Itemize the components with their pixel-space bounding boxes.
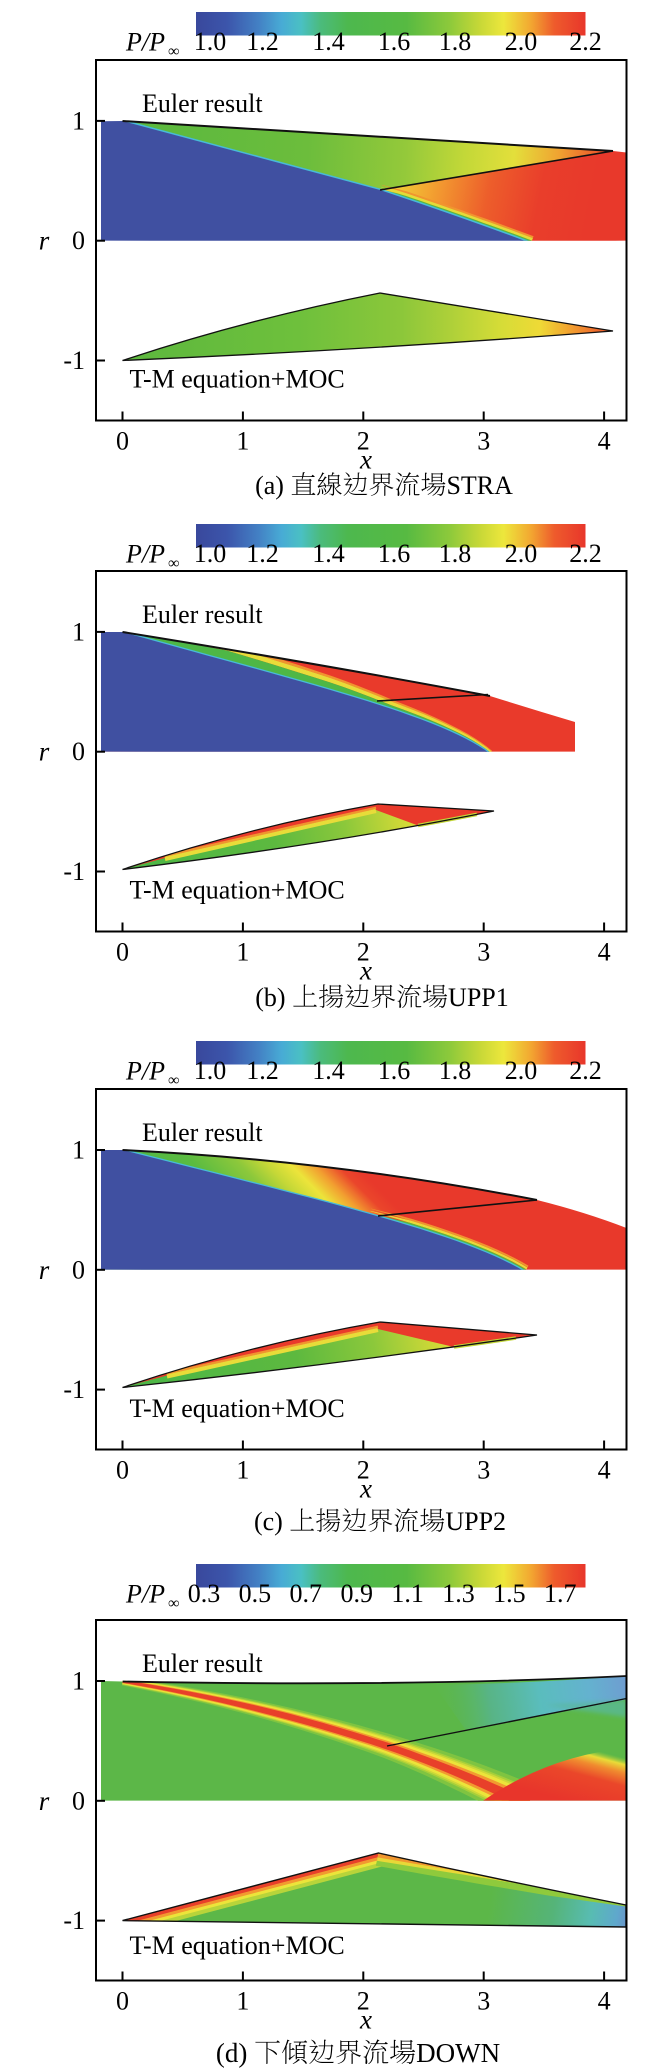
svg-text:2: 2 bbox=[357, 1987, 370, 2016]
svg-text:-1: -1 bbox=[63, 857, 85, 886]
svg-text:r: r bbox=[39, 1255, 50, 1285]
svg-text:1: 1 bbox=[236, 1456, 249, 1485]
svg-text:P/P: P/P bbox=[125, 28, 165, 57]
svg-text:0: 0 bbox=[72, 737, 85, 766]
svg-text:P/P: P/P bbox=[125, 1057, 165, 1086]
svg-text:0: 0 bbox=[72, 226, 85, 255]
svg-text:-1: -1 bbox=[63, 346, 85, 375]
svg-text:0: 0 bbox=[116, 427, 129, 456]
svg-text:2: 2 bbox=[357, 938, 370, 967]
svg-text:1.5: 1.5 bbox=[493, 1579, 526, 1608]
svg-text:0: 0 bbox=[72, 1786, 85, 1815]
svg-text:1.7: 1.7 bbox=[544, 1579, 577, 1608]
svg-text:(d): (d) bbox=[216, 2038, 254, 2068]
svg-text:1.8: 1.8 bbox=[439, 27, 472, 56]
svg-text:x: x bbox=[359, 956, 372, 986]
svg-text:2.0: 2.0 bbox=[505, 1056, 538, 1085]
svg-text:r: r bbox=[39, 226, 50, 256]
svg-text:3: 3 bbox=[477, 1456, 490, 1485]
svg-text:1.4: 1.4 bbox=[312, 27, 345, 56]
svg-text:1.1: 1.1 bbox=[391, 1579, 424, 1608]
svg-text:3: 3 bbox=[477, 427, 490, 456]
svg-text:2.0: 2.0 bbox=[505, 27, 538, 56]
svg-text:1.4: 1.4 bbox=[312, 539, 345, 568]
svg-text:1.8: 1.8 bbox=[439, 539, 472, 568]
svg-text:1: 1 bbox=[72, 106, 85, 135]
svg-text:T-M equation+MOC: T-M equation+MOC bbox=[130, 1931, 345, 1960]
svg-text:2.2: 2.2 bbox=[569, 1056, 602, 1085]
svg-text:2: 2 bbox=[357, 427, 370, 456]
svg-text:1.2: 1.2 bbox=[246, 27, 279, 56]
svg-text:1.6: 1.6 bbox=[378, 539, 411, 568]
svg-text:1: 1 bbox=[72, 1136, 85, 1165]
svg-text:Euler result: Euler result bbox=[142, 1118, 263, 1147]
svg-text:x: x bbox=[359, 2005, 372, 2035]
svg-text:r: r bbox=[39, 737, 50, 767]
svg-text:0.3: 0.3 bbox=[188, 1579, 221, 1608]
svg-text:DOWN: DOWN bbox=[416, 2038, 500, 2068]
svg-text:1.6: 1.6 bbox=[378, 1056, 411, 1085]
svg-text:-1: -1 bbox=[63, 1375, 85, 1404]
svg-text:T-M equation+MOC: T-M equation+MOC bbox=[130, 365, 345, 394]
svg-text:2.2: 2.2 bbox=[569, 27, 602, 56]
svg-text:x: x bbox=[359, 445, 372, 475]
svg-text:∞: ∞ bbox=[168, 1072, 179, 1089]
svg-text:1: 1 bbox=[236, 427, 249, 456]
svg-text:T-M equation+MOC: T-M equation+MOC bbox=[130, 1394, 345, 1423]
svg-text:∞: ∞ bbox=[168, 555, 179, 572]
svg-text:P/P: P/P bbox=[125, 540, 165, 569]
svg-text:1.0: 1.0 bbox=[194, 539, 227, 568]
svg-text:UPP2: UPP2 bbox=[445, 1507, 506, 1536]
svg-text:1.6: 1.6 bbox=[378, 27, 411, 56]
svg-text:Euler result: Euler result bbox=[142, 600, 263, 629]
svg-text:4: 4 bbox=[598, 938, 611, 967]
svg-text:4: 4 bbox=[598, 427, 611, 456]
svg-text:∞: ∞ bbox=[168, 43, 179, 60]
svg-text:4: 4 bbox=[598, 1987, 611, 2016]
svg-text:1.0: 1.0 bbox=[194, 1056, 227, 1085]
svg-text:1.0: 1.0 bbox=[194, 27, 227, 56]
svg-text:3: 3 bbox=[477, 1987, 490, 2016]
svg-text:1: 1 bbox=[236, 938, 249, 967]
svg-text:2.0: 2.0 bbox=[505, 539, 538, 568]
svg-text:1: 1 bbox=[72, 617, 85, 646]
svg-text:1.4: 1.4 bbox=[312, 1056, 345, 1085]
svg-text:x: x bbox=[359, 1474, 372, 1504]
svg-text:P/P: P/P bbox=[125, 1580, 165, 1609]
svg-text:1: 1 bbox=[72, 1667, 85, 1696]
svg-text:STRA: STRA bbox=[446, 471, 513, 500]
svg-text:1: 1 bbox=[236, 1987, 249, 2016]
svg-text:1.3: 1.3 bbox=[442, 1579, 475, 1608]
svg-text:T-M equation+MOC: T-M equation+MOC bbox=[130, 876, 345, 905]
svg-text:0: 0 bbox=[72, 1255, 85, 1284]
svg-text:3: 3 bbox=[477, 938, 490, 967]
svg-text:(b): (b) bbox=[255, 983, 292, 1012]
svg-text:4: 4 bbox=[598, 1456, 611, 1485]
svg-text:(a): (a) bbox=[255, 471, 290, 500]
svg-text:0.9: 0.9 bbox=[340, 1579, 373, 1608]
svg-text:1.8: 1.8 bbox=[439, 1056, 472, 1085]
svg-text:1.2: 1.2 bbox=[246, 539, 279, 568]
svg-text:∞: ∞ bbox=[168, 1595, 179, 1612]
svg-text:0: 0 bbox=[116, 1456, 129, 1485]
svg-text:Euler result: Euler result bbox=[142, 1649, 263, 1678]
svg-text:0.7: 0.7 bbox=[290, 1579, 323, 1608]
svg-text:UPP1: UPP1 bbox=[448, 983, 509, 1012]
svg-text:0: 0 bbox=[116, 1987, 129, 2016]
svg-text:0.5: 0.5 bbox=[239, 1579, 272, 1608]
svg-text:-1: -1 bbox=[63, 1906, 85, 1935]
svg-text:2.2: 2.2 bbox=[569, 539, 602, 568]
svg-text:r: r bbox=[39, 1786, 50, 1816]
svg-text:2: 2 bbox=[357, 1456, 370, 1485]
svg-text:1.2: 1.2 bbox=[246, 1056, 279, 1085]
svg-text:0: 0 bbox=[116, 938, 129, 967]
svg-text:(c): (c) bbox=[254, 1507, 289, 1536]
svg-text:Euler result: Euler result bbox=[142, 89, 263, 118]
